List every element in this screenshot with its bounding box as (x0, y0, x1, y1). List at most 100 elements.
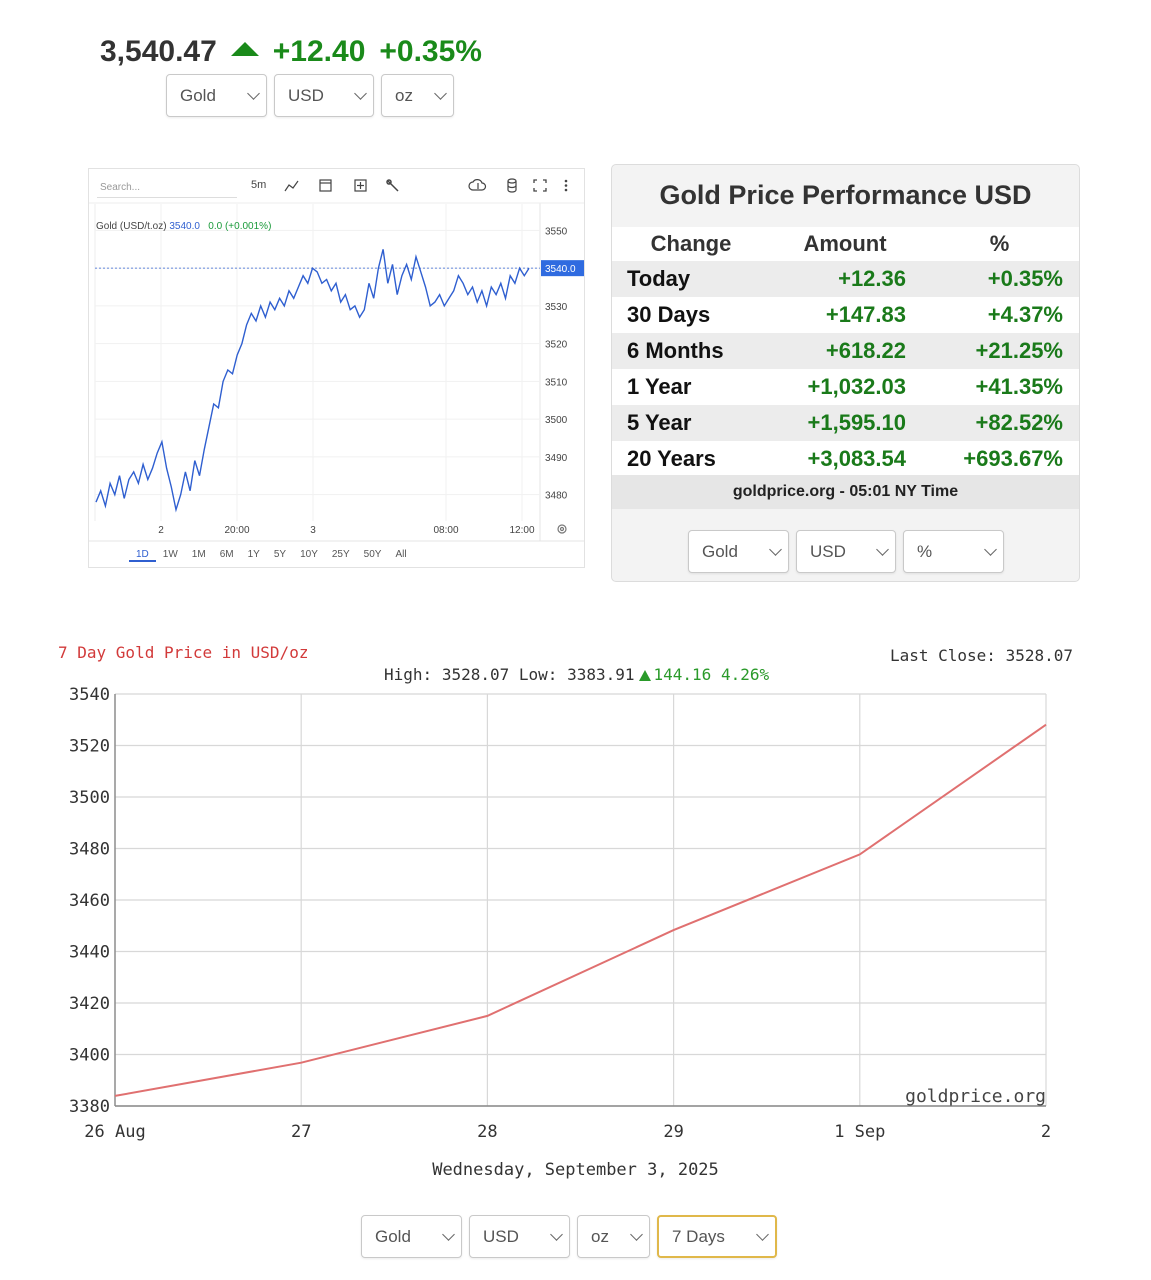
chart-metal-value: Gold (375, 1226, 411, 1246)
perf-metal-select[interactable]: Gold (688, 530, 789, 573)
symbol-search-input[interactable]: Search... (97, 178, 237, 198)
y-tick-label: 3380 (69, 1097, 110, 1117)
current-price-label: 3540.0 (545, 264, 576, 275)
metal-select[interactable]: Gold (166, 74, 267, 117)
row-label: 20 Years (612, 441, 770, 477)
chart-period-select[interactable]: 7 Days (657, 1215, 777, 1258)
last-close-label: Last Close: (889, 646, 996, 665)
calendar-icon[interactable] (319, 179, 332, 192)
chart-date: Wednesday, September 3, 2025 (432, 1160, 719, 1180)
table-row: 30 Days +147.83 +4.37% (612, 297, 1079, 333)
y-tick-label: 3520 (69, 737, 110, 757)
currency-select[interactable]: USD (274, 74, 374, 117)
range-button[interactable]: 10Y (300, 549, 318, 560)
x-tick-label: 26 Aug (84, 1122, 145, 1142)
y-tick-label: 3550 (545, 226, 568, 237)
range-button[interactable]: 1Y (247, 549, 260, 560)
chevron-down-icon (876, 542, 889, 556)
current-price: 3,540.47 (100, 35, 217, 68)
range-button[interactable]: 1W (162, 549, 178, 560)
row-percent: +4.37% (920, 297, 1079, 333)
chart-unit-select[interactable]: oz (577, 1215, 650, 1258)
perf-mode-value: % (917, 541, 933, 561)
high-label: High: (384, 665, 433, 684)
add-indicator-icon[interactable] (354, 179, 367, 192)
more-menu-icon[interactable] (564, 179, 568, 192)
gear-icon-ring (557, 524, 567, 534)
chevron-down-icon (434, 86, 447, 100)
table-row: 6 Months +618.22 +21.25% (612, 333, 1079, 369)
chevron-down-icon (630, 1227, 643, 1241)
intraday-plot[interactable]: 35503540353035203510350034903480220:0030… (89, 169, 584, 567)
x-tick-label: 29 (663, 1122, 683, 1142)
y-tick-label: 3500 (69, 788, 110, 808)
current-price-badge (541, 260, 584, 277)
row-percent: +21.25% (920, 333, 1079, 369)
range-button[interactable]: 5Y (273, 549, 287, 560)
price-change-percent: +0.35% (379, 35, 482, 68)
chart-unit-value: oz (591, 1226, 609, 1246)
range-button[interactable]: 1M (191, 549, 206, 560)
watermark: goldprice.org (905, 1086, 1046, 1107)
perf-currency-select[interactable]: USD (796, 530, 896, 573)
row-label: 30 Days (612, 297, 770, 333)
x-tick-label: 20:00 (224, 525, 249, 536)
seven-day-plot: 3540 3520 3500 3480 3460 3440 3420 3400 3380 26 A… (69, 685, 1051, 1142)
toolbar-icons (284, 178, 568, 193)
unit-select-value: oz (395, 85, 413, 105)
perf-metal-value: Gold (702, 541, 738, 561)
table-row: 20 Years +3,083.54 +693.67% (612, 441, 1079, 477)
range-button[interactable]: 25Y (331, 549, 350, 560)
legend-change: 0.0 (+0.001%) (208, 221, 272, 232)
x-tick-label: 12:00 (509, 525, 534, 536)
y-tick-label: 3480 (69, 840, 110, 860)
row-amount: +1,032.03 (770, 369, 920, 405)
row-label: Today (612, 261, 770, 297)
source-timestamp: goldprice.org - 05:01 NY Time (612, 475, 1079, 509)
performance-panel: Gold Price Performance USD Change Amount… (611, 164, 1080, 582)
col-header-percent: % (920, 227, 1079, 261)
range-button[interactable]: 50Y (363, 549, 382, 560)
legend-symbol: Gold (USD/t.oz) (96, 221, 167, 232)
x-tick-label: 28 (477, 1122, 497, 1142)
chevron-down-icon (442, 1227, 455, 1241)
range-button[interactable]: 6M (219, 549, 234, 560)
settings-wrench-icon[interactable] (386, 179, 399, 192)
perf-mode-select[interactable]: % (903, 530, 1004, 573)
chevron-down-icon (769, 542, 782, 556)
x-tick-label: 3 (310, 525, 316, 536)
intraday-chart-widget: Search... 5m (88, 168, 585, 568)
x-tick-label: 1 Sep (834, 1122, 885, 1142)
week-change-value: 144.16 (653, 665, 712, 684)
chart-metal-select[interactable]: Gold (361, 1215, 462, 1258)
price-change: +12.40 (272, 35, 366, 68)
x-tick-label: 08:00 (433, 525, 458, 536)
unit-select[interactable]: oz (381, 74, 454, 117)
row-amount: +147.83 (770, 297, 920, 333)
x-tick-label: 27 (291, 1122, 311, 1142)
range-button[interactable]: All (395, 549, 407, 560)
interval-button[interactable]: 5m (251, 179, 267, 191)
currency-select-value: USD (288, 85, 324, 105)
low-value: 3383.91 (567, 665, 635, 684)
gear-icon[interactable] (557, 524, 567, 534)
y-tick-label: 3520 (545, 340, 568, 351)
top-selector-row: Gold USD oz (166, 74, 454, 117)
price-series-line (95, 249, 530, 513)
y-tick-label: 3500 (545, 415, 568, 426)
database-icon[interactable] (507, 178, 517, 193)
x-tick-label: 2 (158, 525, 164, 536)
line-chart-icon[interactable] (284, 180, 299, 192)
row-percent: +82.52% (920, 405, 1079, 441)
chart-period-value: 7 Days (672, 1226, 725, 1246)
bottom-selector-row: Gold USD oz 7 Days (361, 1215, 777, 1258)
high-low-stats: High: 3528.07 Low: 3383.91 144.16 4.26% (384, 665, 769, 684)
range-button[interactable]: 1D (129, 549, 156, 562)
fullscreen-icon[interactable] (533, 179, 547, 192)
chart-title: 7 Day Gold Price in USD/oz (58, 643, 309, 662)
chart-currency-select[interactable]: USD (469, 1215, 570, 1258)
high-value: 3528.07 (441, 665, 510, 684)
chevron-down-icon (247, 86, 260, 100)
y-tick-label: 3540 (69, 685, 110, 705)
cloud-download-icon[interactable] (468, 179, 487, 191)
